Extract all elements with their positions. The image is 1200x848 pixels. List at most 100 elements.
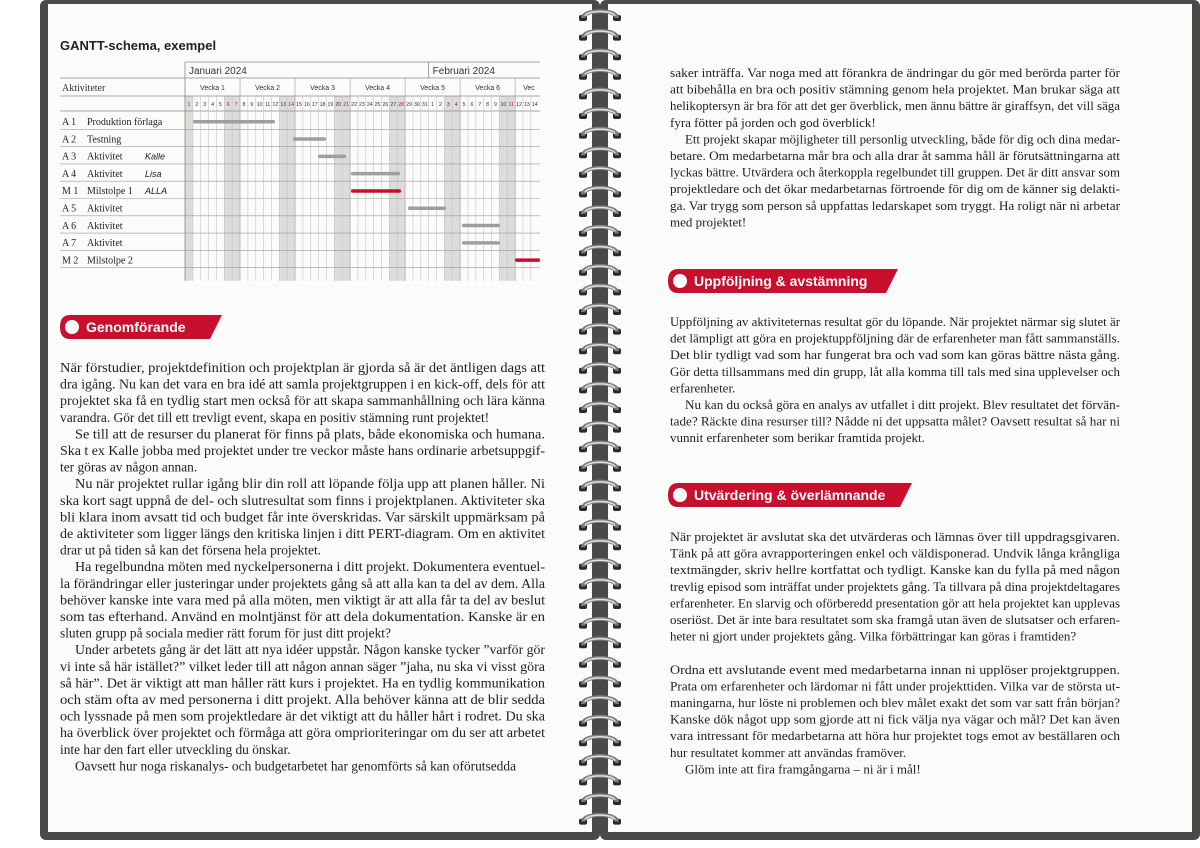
text-line: Glöm inte att fira framgångarna – ni är …: [685, 761, 921, 776]
text-line: tade? Räckte dina resurser till? Nådde n…: [670, 414, 1120, 429]
text-line: erfarenheter. En slarvig och oförberedd …: [670, 595, 1120, 610]
binding-ring-highlight: [584, 618, 616, 625]
schedule-bar: [351, 189, 401, 193]
week-label: Vecka 4: [365, 85, 390, 92]
text-line: projektet ska få en tydlig start men ock…: [60, 393, 545, 408]
weekend-shade: [279, 96, 288, 281]
weekend-shade: [452, 96, 461, 281]
binding-ring-highlight: [584, 167, 616, 174]
text-line: vara intressant för medarbetarna att hör…: [670, 728, 1121, 743]
text-line: saker inträffa. Var noga med att förankr…: [670, 65, 1121, 80]
section-heading: Genomförande: [86, 319, 186, 335]
binding-ring-highlight: [584, 422, 616, 429]
text-line: ga. Var trygg som person så uppfattas le…: [670, 198, 1121, 213]
schedule-bar: [408, 206, 446, 210]
text-line: Oavsett hur noga riskanalys- och budgeta…: [75, 758, 516, 773]
text-line: trevlig episod som inträffat under proje…: [670, 579, 1120, 594]
day-number: 10: [257, 102, 263, 108]
text-line: Under arbetets gång är det lätt att nya …: [75, 642, 546, 657]
text-line: la förändringar eller justeringar under …: [60, 576, 545, 591]
day-number: 5: [463, 102, 466, 108]
row-code: A 4: [62, 169, 76, 180]
day-number: 5: [219, 102, 222, 108]
row-name: Testning: [87, 134, 121, 145]
schedule-bar: [318, 154, 346, 159]
text-line: vunnit erfarenheter som berikar framtida…: [670, 430, 925, 445]
text-line: Nu kan du också göra en analys av utfall…: [685, 397, 1120, 412]
binding-ring-highlight: [584, 441, 616, 448]
day-number: 7: [235, 102, 238, 108]
text-line: Ett projekt skapar möjligheter till pers…: [685, 131, 1120, 146]
text-line: När projektet är avslutat ska det utvärd…: [670, 529, 1120, 544]
body-text: Genomförande När förstudier, projektdefin…: [60, 65, 1121, 776]
binding-ring-highlight: [584, 187, 616, 193]
weekend-shade: [224, 96, 233, 281]
row-name: Milstolpe 1: [87, 186, 133, 197]
week-label: Vecka 5: [420, 85, 445, 92]
day-number: 6: [470, 102, 473, 108]
day-number: 21: [343, 102, 349, 108]
day-number: 10: [500, 102, 506, 108]
text-line: oseriöst. Det är inte bara resultatet so…: [670, 612, 1120, 627]
binding-ring-highlight: [584, 598, 616, 605]
text-line: hur resultatet kommer att användas framö…: [670, 745, 906, 760]
binding-ring-highlight: [584, 265, 616, 272]
row-code: A 6: [62, 221, 76, 232]
row-name: Produktion förlaga: [87, 117, 163, 128]
row-name: Aktivitet: [87, 169, 123, 180]
weekend-shade: [499, 96, 508, 281]
day-number: 8: [243, 102, 246, 108]
binding-ring-highlight: [584, 147, 616, 154]
schedule-bar: [462, 223, 500, 228]
day-number: 14: [288, 102, 294, 108]
weekend-shade: [444, 96, 453, 281]
week-label: Vecka 6: [475, 85, 500, 92]
binding-ring-highlight: [584, 30, 616, 37]
section-bullet: [65, 320, 79, 334]
section-heading: Uppföljning & avstämning: [694, 273, 867, 289]
text-line: betare. Om medarbetarna mår bra och alla…: [670, 148, 1120, 163]
section-ribbon: [668, 483, 912, 507]
row-code: M 2: [62, 255, 78, 266]
binding-ring-highlight: [584, 206, 616, 213]
schedule-bar: [462, 241, 500, 245]
week-label: Vecka 3: [310, 85, 335, 92]
text-line: som tas efterhand. Använd en molntjänst …: [60, 609, 545, 624]
binding-ring-highlight: [584, 696, 616, 703]
text-line: fyra fötter på jorden och god överblick!: [670, 115, 876, 130]
text-line: varandra. Gör det till ett trevligt even…: [60, 410, 489, 425]
day-number: 8: [486, 102, 489, 108]
row-name: Aktivitet: [87, 204, 123, 215]
text-line: bli klara inom avsatt tid och budget får…: [60, 509, 545, 524]
binding-ring-highlight: [584, 677, 616, 683]
text-line: så här”. Det är viktigt att man håller r…: [60, 675, 545, 690]
section-ribbon: [668, 269, 898, 293]
text-line: och stäm ofta av med personerna i ditt p…: [60, 692, 545, 707]
text-line: behöver kanske inte vara med på alla möt…: [60, 592, 545, 607]
day-number: 30: [414, 102, 420, 108]
binding-ring-highlight: [584, 383, 616, 389]
weekend-shade: [334, 96, 343, 281]
day-number: 31: [422, 102, 428, 108]
binding-ring-highlight: [584, 226, 616, 233]
binding-ring-highlight: [584, 520, 616, 527]
text-line: Gör detta tillsammans med din grupp, låt…: [670, 364, 1120, 379]
section-ribbon: [60, 315, 222, 339]
day-number: 26: [383, 102, 389, 108]
weekend-shade: [287, 96, 296, 281]
text-line: Tänk på att göra avrapporteringen enkel …: [670, 546, 1120, 561]
weekend-shade: [389, 96, 398, 281]
day-number: 4: [211, 102, 214, 108]
section-bullet: [673, 274, 687, 288]
text-line: och lyssnade på men som projektledare är…: [60, 709, 545, 724]
text-line: erfarenheter.: [670, 380, 735, 395]
binding-ring-highlight: [584, 539, 616, 546]
schedule-bar: [293, 137, 326, 141]
day-number: 16: [304, 102, 310, 108]
binding-ring-highlight: [584, 245, 616, 252]
text-line: ska kort sagt uppnå de del- och slutresu…: [60, 493, 545, 508]
binding-ring-highlight: [584, 579, 616, 585]
day-number: 9: [250, 102, 253, 108]
week-label: Vec: [523, 85, 535, 92]
binding-ring-highlight: [584, 461, 616, 468]
